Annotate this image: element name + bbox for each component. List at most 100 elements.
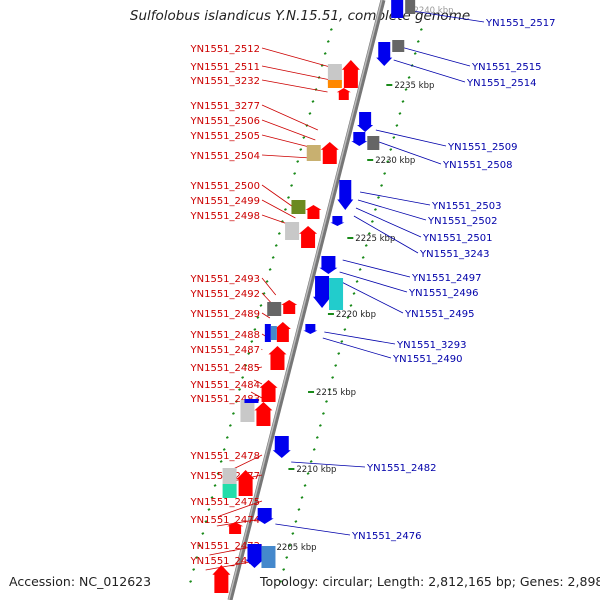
- reverse-gene-leader: [373, 139, 442, 165]
- gene-box: [392, 40, 405, 52]
- gene-box: [327, 64, 342, 84]
- reverse-gene-label: YN1551_2490: [392, 354, 463, 365]
- scale-label: 2205 kbp: [277, 543, 317, 553]
- forward-gene-label: YN1551_2506: [190, 116, 261, 127]
- reverse-guide-dot: [297, 508, 301, 511]
- reverse-gene-arrow: [272, 436, 291, 458]
- forward-guide-dot: [329, 28, 333, 31]
- forward-gene-label: YN1551_2505: [190, 131, 261, 142]
- reverse-gene-label: YN1551_2515: [471, 62, 542, 73]
- forward-guide-dot: [204, 520, 208, 523]
- reverse-gene-arrow: [245, 544, 264, 568]
- forward-guide-dot: [284, 208, 287, 211]
- reverse-gene-leader: [291, 461, 366, 468]
- reverse-guide-dot: [352, 292, 356, 295]
- forward-gene-leader: [250, 391, 263, 399]
- reverse-gene-leader: [359, 191, 431, 206]
- forward-gene-leader: [257, 366, 263, 369]
- forward-guide-dot: [247, 352, 251, 355]
- forward-guide-dot: [323, 52, 327, 55]
- forward-gene-arrow: [268, 346, 287, 370]
- forward-guide-dot: [287, 196, 290, 199]
- reverse-guide-dot: [340, 340, 344, 343]
- forward-gene-arrow: [336, 88, 351, 100]
- reverse-gene-leader: [397, 45, 471, 67]
- scale-label: 2210 kbp: [296, 465, 336, 475]
- reverse-gene-leader: [337, 279, 404, 314]
- reverse-guide-dot: [282, 568, 286, 571]
- forward-guide-dot: [308, 112, 312, 115]
- reverse-guide-dot: [401, 100, 405, 103]
- reverse-gene-leader: [406, 9, 485, 23]
- forward-guide-dot: [268, 268, 272, 271]
- forward-guide-dot: [265, 280, 269, 283]
- reverse-gene-leader: [357, 199, 427, 221]
- forward-gene-leader: [261, 277, 277, 296]
- forward-gene-leader: [230, 454, 263, 471]
- reverse-gene-label: YN1551_3243: [419, 249, 490, 260]
- forward-guide-dot: [222, 448, 226, 451]
- forward-guide-dot: [326, 40, 330, 43]
- forward-gene-label: YN1551_3232: [190, 76, 261, 87]
- reverse-gene-leader: [324, 331, 396, 345]
- reverse-gene-arrow: [337, 180, 354, 210]
- reverse-guide-dot: [407, 76, 411, 79]
- scale-label: 2230 kbp: [375, 156, 415, 166]
- forward-gene-arrow: [274, 322, 291, 342]
- reverse-guide-dot: [337, 352, 341, 355]
- forward-gene-label: YN1551_2498: [190, 211, 261, 222]
- reverse-guide-dot: [312, 448, 316, 451]
- reverse-gene-label: YN1551_2495: [404, 309, 475, 320]
- forward-gene-label: YN1551_3277: [190, 101, 261, 112]
- reverse-gene-label: YN1551_3293: [396, 340, 467, 351]
- reverse-gene-leader: [375, 129, 447, 147]
- forward-gene-label: YN1551_2499: [190, 196, 261, 207]
- forward-guide-dot: [256, 316, 260, 319]
- gene-box: [405, 0, 416, 14]
- reverse-guide-dot: [361, 256, 365, 259]
- gene-box: [306, 145, 321, 161]
- reverse-gene-arrow: [313, 276, 332, 308]
- gene-box: [264, 324, 271, 342]
- accession-text: Accession: NC_012623: [9, 574, 152, 589]
- forward-gene-leader: [261, 199, 296, 219]
- forward-gene-arrow: [212, 565, 231, 593]
- forward-gene-label: YN1551_2500: [190, 181, 261, 192]
- forward-gene-label: YN1551_2493: [190, 274, 261, 285]
- forward-gene-label: YN1551_2485: [190, 363, 261, 374]
- scale-label: 2235 kbp: [394, 81, 434, 91]
- forward-gene-label: YN1551_2511: [190, 62, 261, 73]
- reverse-guide-dot: [321, 412, 325, 415]
- forward-guide-dot: [244, 364, 248, 367]
- reverse-gene-leader: [322, 337, 392, 359]
- forward-gene-arrow: [254, 402, 273, 426]
- reverse-gene-label: YN1551_2501: [422, 233, 493, 244]
- forward-gene-arrow: [259, 380, 278, 402]
- reverse-gene-label: YN1551_2502: [427, 216, 498, 227]
- reverse-gene-label: YN1551_2509: [447, 142, 518, 153]
- gene-box: [285, 222, 300, 240]
- reverse-gene-arrow: [376, 42, 393, 66]
- forward-gene-label: YN1551_2492: [190, 289, 261, 300]
- forward-gene-arrow: [341, 60, 360, 88]
- reverse-gene-arrow: [357, 112, 374, 132]
- forward-gene-label: YN1551_2488: [190, 330, 261, 341]
- forward-gene-label: YN1551_2504: [190, 151, 261, 162]
- reverse-guide-dot: [395, 124, 399, 127]
- forward-guide-dot: [302, 136, 306, 139]
- reverse-gene-label: YN1551_2497: [411, 273, 482, 284]
- forward-guide-dot: [277, 232, 281, 235]
- forward-gene-leader: [261, 47, 334, 69]
- forward-gene-label: YN1551_2483: [190, 394, 261, 405]
- reverse-guide-dot: [306, 472, 310, 475]
- reverse-guide-dot: [386, 160, 390, 163]
- forward-gene-arrow: [299, 226, 318, 248]
- reverse-gene-leader: [355, 207, 422, 238]
- reverse-guide-dot: [364, 244, 368, 247]
- forward-guide-dot: [293, 172, 297, 175]
- gene-box: [291, 200, 306, 214]
- forward-gene-label: YN1551_2484: [190, 380, 261, 391]
- reverse-gene-leader: [342, 259, 411, 278]
- reverse-guide-dot: [416, 40, 420, 43]
